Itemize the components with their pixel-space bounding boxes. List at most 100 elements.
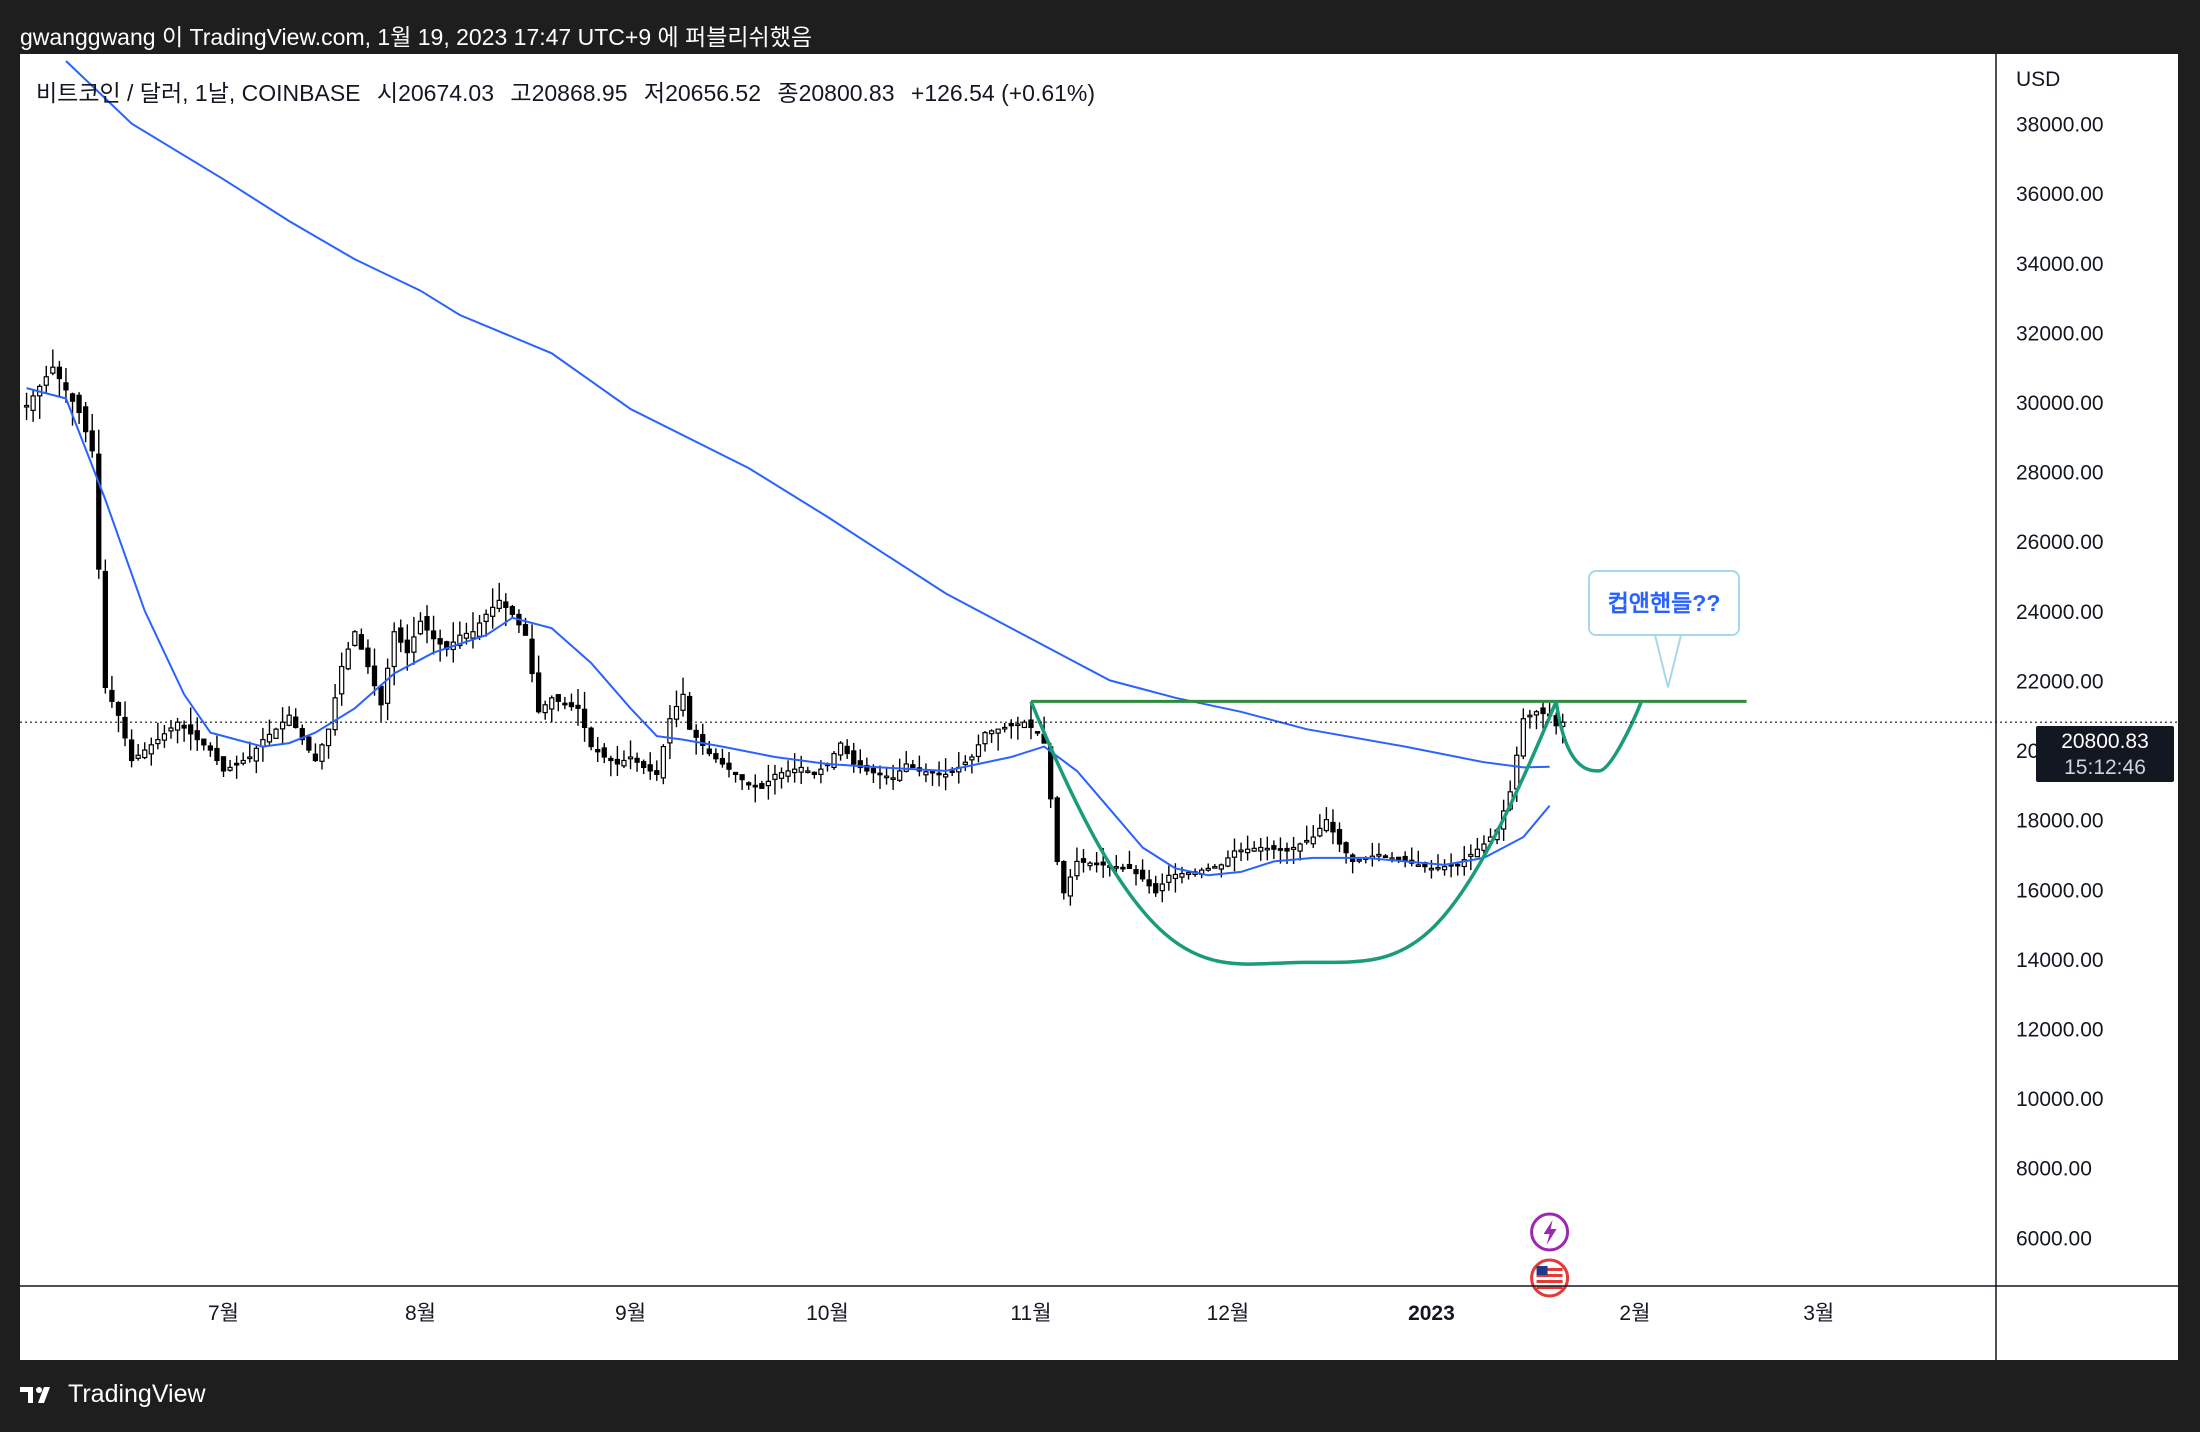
candle [371, 648, 378, 696]
candle [1212, 864, 1218, 869]
price-tick-label: 6000.00 [2016, 1227, 2092, 1250]
candle [942, 758, 949, 791]
candle [161, 724, 168, 748]
candle [667, 705, 673, 760]
candle [135, 743, 141, 761]
time-tick-label: 10월 [806, 1302, 849, 1325]
candle [496, 582, 502, 613]
candle [1441, 859, 1448, 876]
candle [286, 706, 292, 727]
price-axis: USD 6000.00 8000.00 10000.00 12000.00 14000.0… [2016, 68, 2104, 1250]
candle [1533, 709, 1540, 730]
candle [69, 392, 76, 426]
candle [595, 737, 601, 762]
candle [627, 740, 634, 770]
candle [1231, 838, 1238, 872]
candle [1061, 860, 1067, 900]
candle [168, 719, 174, 739]
candle [122, 701, 128, 747]
annotation-callout[interactable]: 컵앤핸들?? [1588, 570, 1740, 636]
candle [30, 389, 36, 422]
chart-frame[interactable]: USD 6000.00 8000.00 10000.00 12000.00 14000.0… [20, 54, 2178, 1360]
candle [1067, 869, 1074, 906]
candle [792, 753, 798, 783]
candle [194, 717, 200, 751]
candle [1205, 863, 1211, 872]
lightning-icon[interactable] [1530, 1212, 1570, 1252]
candle [483, 609, 489, 637]
candle [516, 609, 522, 634]
candle [1474, 837, 1481, 858]
candle [384, 658, 391, 721]
candles-layer [23, 349, 1566, 906]
candle [588, 726, 594, 751]
candle [936, 761, 942, 787]
candle [411, 616, 417, 665]
lines-layer [26, 60, 1747, 966]
candle [260, 727, 266, 762]
legend-open-label: 시 [376, 80, 399, 106]
candle [634, 752, 640, 772]
candle [509, 604, 515, 618]
candle [719, 748, 726, 768]
candle [1271, 840, 1277, 860]
time-tick-label: 11월 [1010, 1302, 1051, 1325]
price-tick-label: 8000.00 [2016, 1158, 2092, 1181]
price-tick-label: 18000.00 [2016, 810, 2104, 833]
candle [1356, 859, 1362, 864]
candle [207, 742, 214, 757]
candle [1238, 842, 1244, 862]
us-flag-icon[interactable] [1530, 1258, 1570, 1298]
candle [883, 767, 890, 785]
candle [647, 752, 653, 780]
candle [181, 720, 187, 742]
candle [844, 739, 850, 759]
candle [1258, 837, 1264, 861]
candle [1468, 844, 1474, 871]
legend-symbol: 비트코인 / 달러, 1날, COINBASE [36, 80, 361, 106]
candle [1126, 850, 1133, 869]
candle [601, 743, 607, 764]
candle [23, 392, 30, 421]
time-tick-label: 2월 [1619, 1302, 1650, 1325]
candle [1540, 700, 1546, 729]
candle [253, 745, 259, 774]
candle [686, 691, 693, 731]
legend-close: 20800.83 [798, 80, 895, 106]
candle [391, 622, 397, 686]
candle [214, 735, 220, 766]
candle [1146, 869, 1152, 894]
candle [654, 760, 660, 781]
event-icons [1530, 1212, 1570, 1298]
footer-brand-text: TradingView [68, 1380, 206, 1408]
bar-countdown: 15:12:46 [2064, 756, 2146, 779]
candle [877, 765, 883, 789]
candle [1369, 842, 1375, 867]
candle [155, 722, 161, 750]
candle [37, 384, 43, 419]
candle [234, 755, 240, 779]
candle [1087, 861, 1093, 871]
price-chart[interactable]: USD 6000.00 8000.00 10000.00 12000.00 14000.0… [20, 54, 2178, 1360]
candle [837, 741, 844, 761]
candle [680, 677, 686, 717]
handle-curve [1554, 700, 1644, 773]
candle [1455, 862, 1461, 876]
candle [542, 700, 548, 720]
candle [490, 588, 496, 629]
price-tick-label: 10000.00 [2016, 1088, 2104, 1111]
candle [910, 759, 916, 769]
price-tick-label: 36000.00 [2016, 183, 2104, 206]
candle [378, 684, 384, 722]
candle [188, 707, 194, 751]
candle [1402, 851, 1408, 868]
candle [1350, 853, 1356, 874]
symbol-legend: 비트코인 / 달러, 1날, COINBASE 시20674.03 고20868… [36, 74, 1095, 108]
candle [470, 612, 476, 649]
candle [673, 690, 680, 728]
footer-brand[interactable]: TradingView [20, 1380, 206, 1409]
tradingview-logo-icon [20, 1386, 50, 1403]
candle [1166, 865, 1172, 891]
price-tick-label: 38000.00 [2016, 114, 2104, 137]
candle [293, 708, 299, 729]
